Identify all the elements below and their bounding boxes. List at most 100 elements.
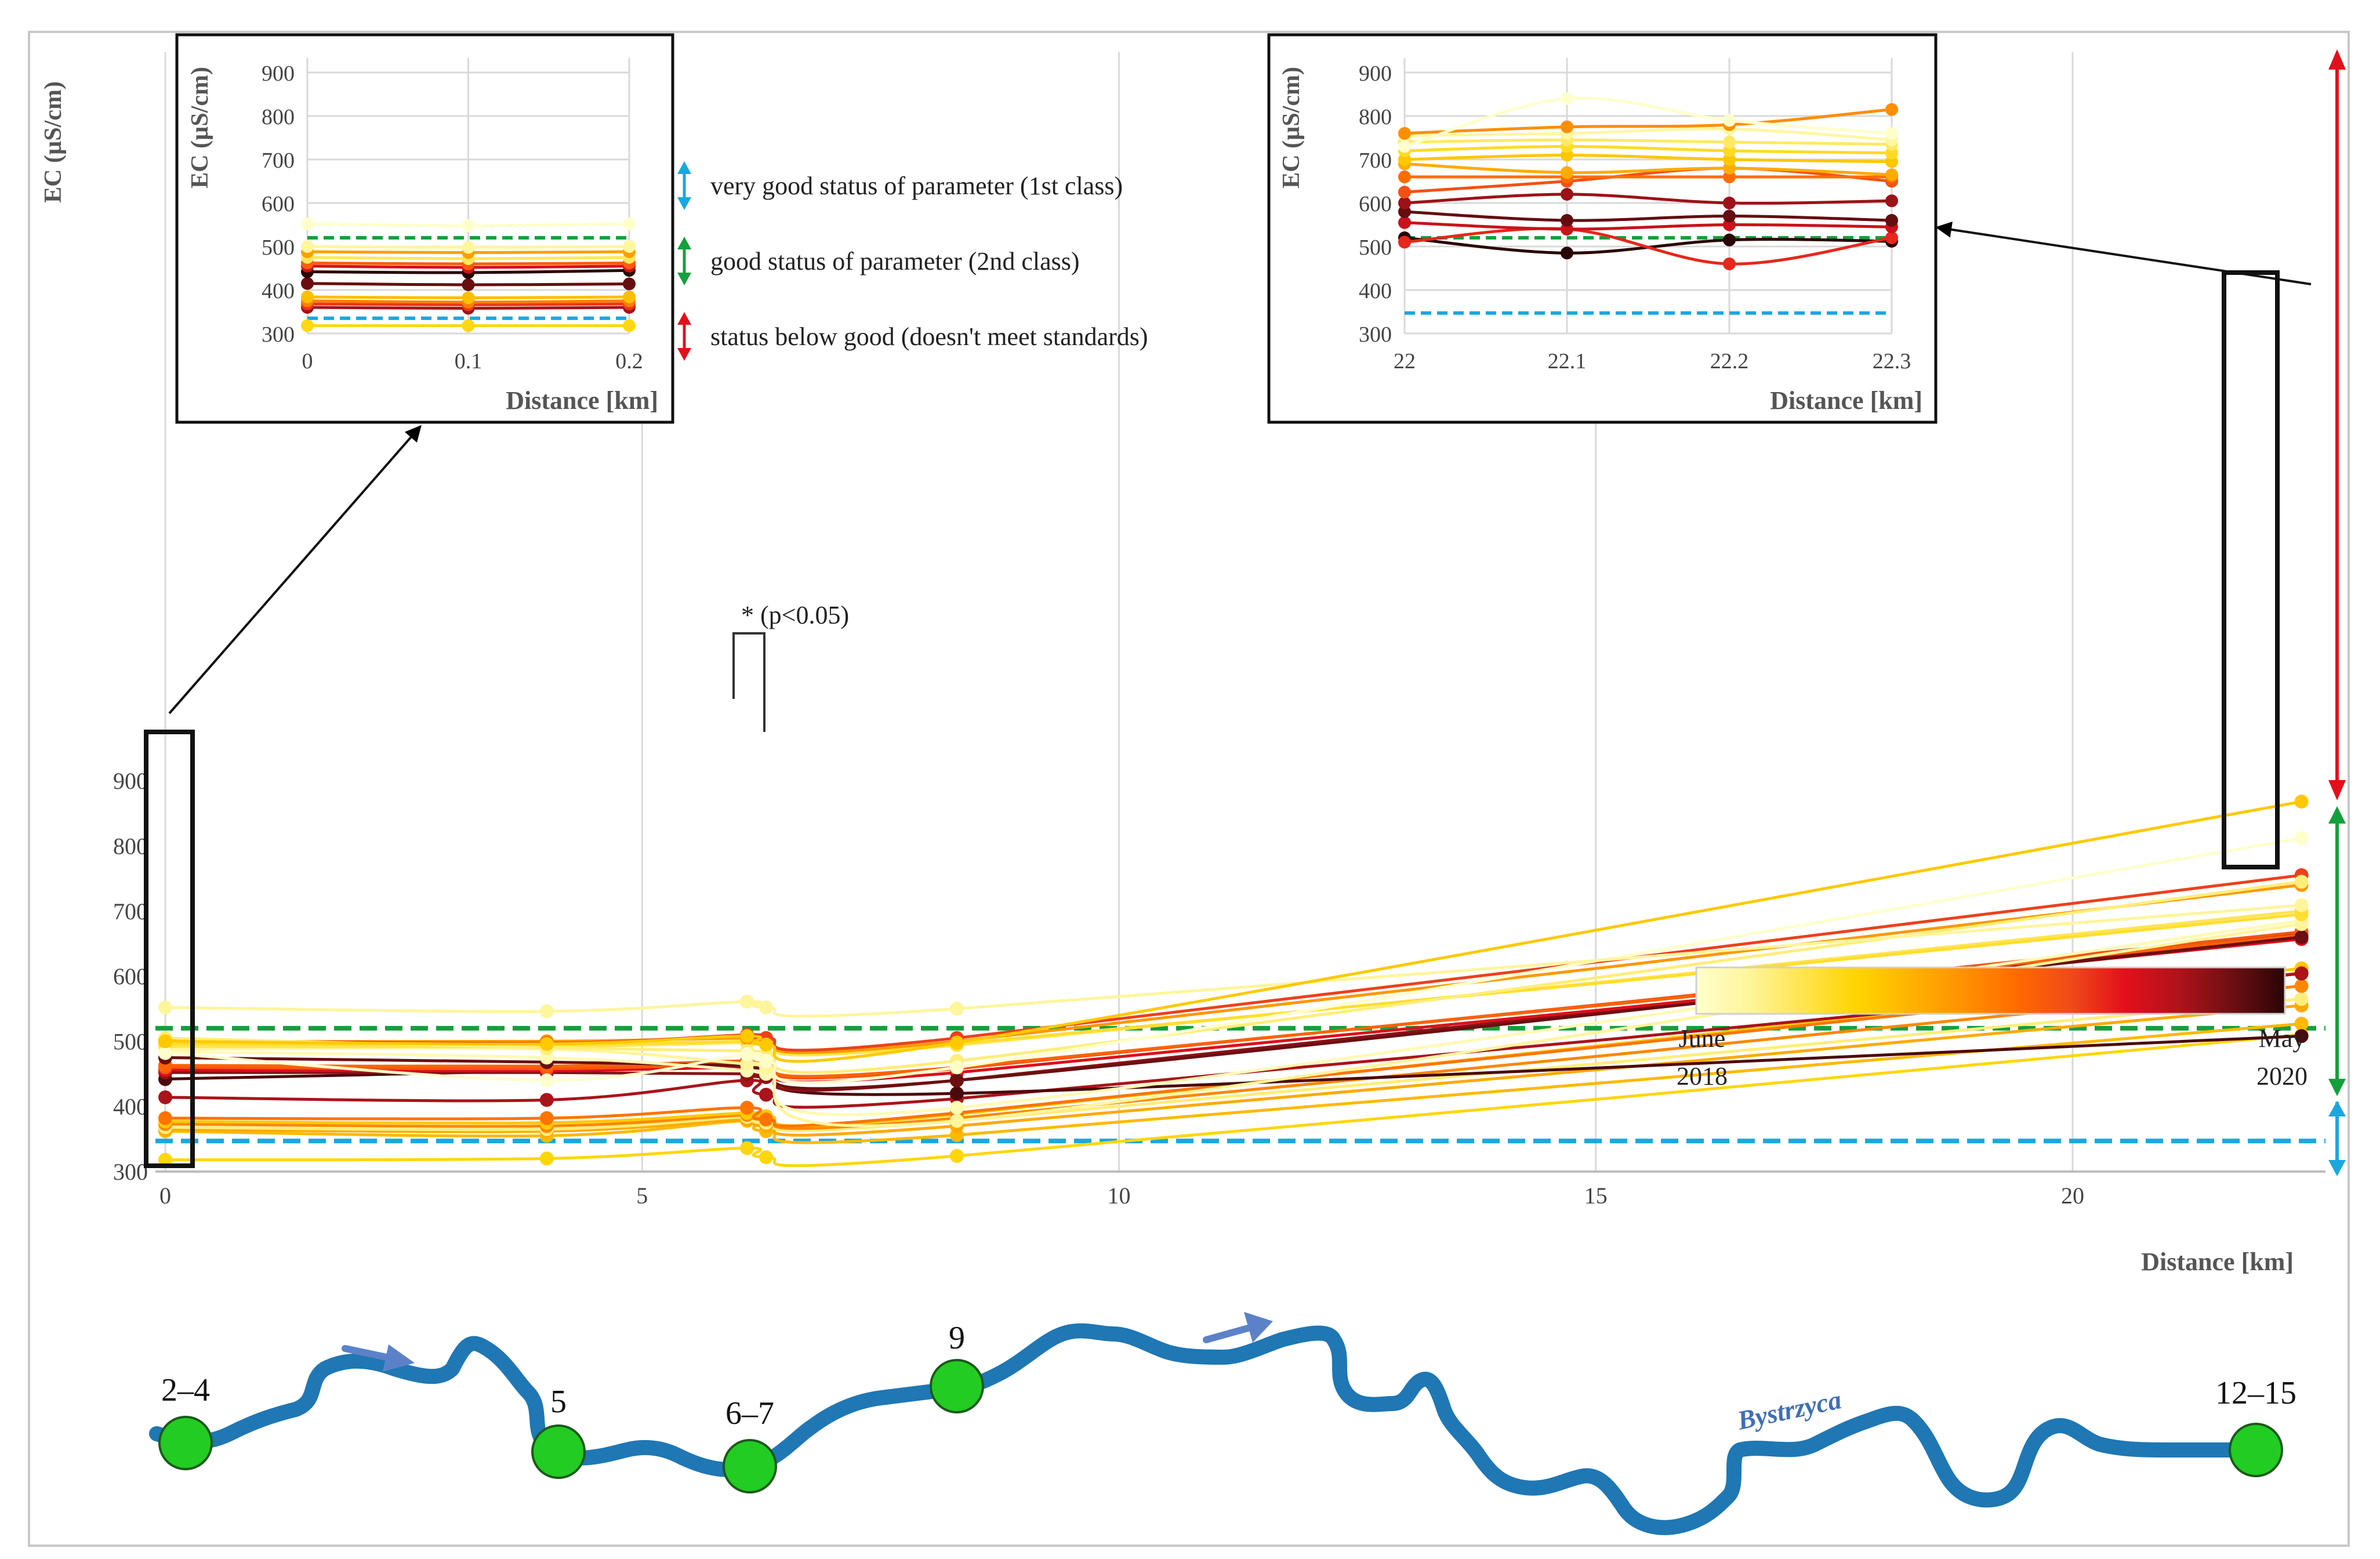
series-line-s06 (164, 967, 2303, 1127)
data-point (158, 1090, 172, 1104)
data-point (539, 1093, 554, 1107)
y-tick-label: 400 (1359, 279, 1392, 303)
data-point (1723, 197, 1736, 209)
data-point (2294, 831, 2309, 845)
station-label: 2–4 (161, 1372, 210, 1408)
data-point (623, 240, 636, 253)
data-point (2294, 978, 2309, 993)
data-point (949, 1035, 964, 1050)
series-line-j09 (1403, 153, 1893, 164)
y-tick-label: 600 (1359, 192, 1392, 216)
data-point (1398, 140, 1411, 153)
station-label: 5 (550, 1384, 567, 1420)
data-point (462, 241, 475, 254)
data-point (949, 1086, 964, 1101)
data-point (1398, 127, 1411, 140)
y-tick-label: 900 (262, 61, 295, 86)
y-tick-label: 500 (262, 235, 295, 260)
river-map: Bystrzyca 2–4 5 6–7 9 12–15 (149, 1312, 2296, 1535)
station-marker (531, 1424, 586, 1479)
data-point (1398, 235, 1411, 249)
highlight-box-start (144, 730, 195, 1168)
data-point (1398, 186, 1411, 199)
data-point (740, 1029, 754, 1043)
data-point (301, 240, 314, 253)
colorbar-end-month: May (2259, 1024, 2306, 1053)
legend-below-good-arrow-heads (677, 312, 691, 361)
good-arrow-head-top (2328, 806, 2346, 824)
series-line-j14 (1403, 96, 1893, 148)
station-5: 5 (531, 1384, 586, 1479)
y-tick-label: 800 (1359, 105, 1392, 129)
river-name: Bystrzyca (1734, 1384, 1844, 1435)
data-point (301, 319, 314, 332)
data-point (158, 1046, 172, 1060)
data-point (1885, 231, 1898, 244)
status-arrows (2328, 49, 2346, 1176)
below-good-arrow-head-top (2328, 49, 2346, 70)
very-good-arrow-head-bottom (2328, 1160, 2346, 1176)
data-point (462, 219, 475, 232)
series-line-j05 (1403, 193, 1893, 205)
data-point (1561, 166, 1573, 179)
data-point (301, 277, 314, 290)
y-tick-label: 600 (113, 963, 148, 989)
series-line-j13 (1403, 108, 1893, 135)
data-point (1885, 194, 1898, 208)
data-point (2294, 966, 2309, 981)
below-good-arrow-head-bottom (2328, 780, 2346, 800)
data-point (539, 1073, 554, 1087)
data-point (1885, 214, 1898, 227)
legend-below-good-label: status below good (doesn't meet standard… (710, 322, 1148, 351)
inset-end-y-tick-labels: 300 400 500 600 700 800 900 (1359, 61, 1392, 347)
data-point (623, 319, 636, 332)
series-line-j11 (1403, 138, 1893, 146)
y-tick-label: 700 (1359, 148, 1392, 173)
data-point (1723, 136, 1736, 148)
data-point (2294, 992, 2309, 1006)
inset-end-series (1398, 92, 1898, 270)
y-tick-label: 300 (113, 1159, 148, 1185)
data-point (1561, 188, 1573, 201)
main-thresholds (155, 1025, 2325, 1144)
x-tick-label: 10 (1107, 1183, 1130, 1209)
data-point (1561, 214, 1573, 227)
data-point (949, 1100, 964, 1115)
inset-end-x-axis-label: Distance [km] (1770, 386, 1922, 415)
y-tick-label: 700 (262, 148, 295, 173)
station-label: 6–7 (725, 1395, 774, 1431)
main-y-axis-label: EC (µS/cm) (40, 81, 67, 203)
data-point (2294, 917, 2309, 931)
inset-start-x-tick-labels: 0 0.1 0.2 (302, 349, 643, 374)
x-tick-label: 0.2 (615, 349, 643, 374)
data-point (158, 1034, 172, 1049)
data-point (462, 319, 475, 332)
x-tick-label: 0.1 (455, 349, 482, 374)
station-marker (2229, 1423, 2283, 1477)
inset-left-connector (168, 425, 422, 715)
y-tick-label: 800 (262, 105, 295, 129)
data-point (949, 1002, 964, 1016)
data-point (2294, 875, 2309, 889)
x-tick-label: 22.3 (1873, 349, 1911, 374)
data-point (539, 1004, 554, 1018)
data-point (1885, 168, 1898, 182)
data-point (949, 1073, 964, 1087)
x-tick-label: 20 (2061, 1183, 2084, 1209)
y-tick-label: 600 (262, 192, 295, 216)
data-point (1398, 197, 1411, 209)
inset-chart-start: 300 400 500 600 700 800 900 0 0.1 0.2 EC (µS/cm)… (175, 33, 674, 424)
data-point (1723, 258, 1736, 270)
colorbar-start-year: 2018 (1677, 1062, 1728, 1090)
main-y-tick-labels: 300 400 500 600 700 800 900 (113, 768, 148, 1185)
series-line-s02 (164, 1022, 2303, 1144)
good-arrow-head-bottom (2328, 1079, 2346, 1096)
main-x-axis-label: Distance [km] (2141, 1248, 2294, 1276)
inset-start-y-axis-label: EC (µS/cm) (187, 67, 213, 188)
main-chart: 300 400 500 600 700 800 900 0 5 10 15 20 EC (µS/cm… (40, 49, 2346, 1276)
inset-end-y-axis-label: EC (µS/cm) (1278, 67, 1305, 188)
inset-start-y-tick-labels: 300 400 500 600 700 800 900 (262, 61, 295, 347)
station-2-4: 2–4 (158, 1372, 213, 1470)
data-point (1723, 233, 1736, 246)
colorbar: June 2018 May 2020 (1677, 966, 2308, 1090)
